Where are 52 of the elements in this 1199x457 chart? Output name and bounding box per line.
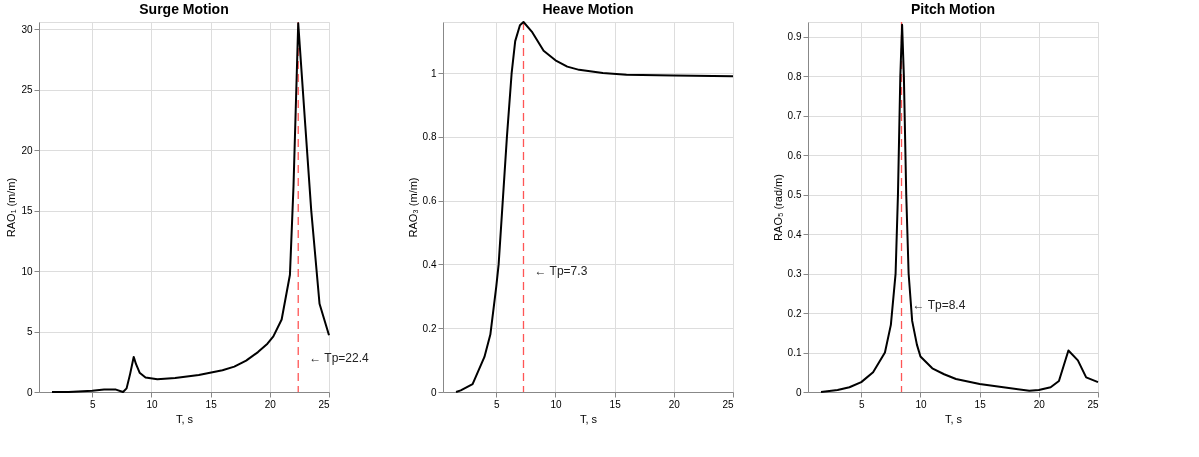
chart-title: Pitch Motion [911,1,995,18]
y-tick-label: 10 [21,265,33,277]
y-tick-label: 0.1 [787,347,802,359]
x-tick-label: 5 [858,398,865,410]
x-tick-label: 20 [668,398,681,410]
y-tick-label: 30 [21,23,33,35]
y-tick-label: 0.4 [787,228,802,240]
y-tick-label: 25 [21,84,33,96]
x-axis-title: T, s [175,412,194,425]
y-axis-title: RAO₅ (rad/m) [771,174,784,241]
x-axis-title: T, s [944,412,963,425]
y-tick-label: 0.9 [787,31,802,43]
y-tick-label: 1 [430,67,437,79]
x-tick-label: 10 [550,398,562,410]
chart-title: Heave Motion [542,1,634,17]
y-tick-label: 0 [26,386,33,398]
x-axis-title: T, s [579,412,598,425]
y-tick-label: 0.3 [787,268,802,280]
y-tick-label: 0.6 [422,195,437,207]
x-tick-label: 20 [1033,398,1046,410]
x-tick-label: 10 [146,398,158,410]
line-series [820,23,1099,393]
x-tick-label: 15 [974,398,987,410]
y-tick-label: 0.5 [787,189,802,201]
x-tick-label: 15 [609,398,622,410]
y-tick-label: 0.6 [787,149,802,161]
y-tick-label: 0.7 [787,110,802,122]
y-tick-label: 0.8 [787,70,802,82]
y-axis-title: RAO₃ (m/m) [406,177,419,238]
chart-title: Surge Motion [139,1,229,18]
x-tick-label: 10 [915,398,927,410]
annotation: ← Tp=8.4 [912,298,966,313]
y-axis-title: RAO₁ (m/m) [5,177,18,238]
x-tick-label: 25 [722,398,734,410]
x-tick-label: 5 [89,398,96,410]
x-tick-label: 15 [205,398,218,410]
y-tick-label: 0.8 [422,131,437,143]
y-tick-label: 0.2 [787,307,802,319]
x-tick-label: 25 [318,398,330,410]
y-tick-label: 0 [795,386,802,398]
y-tick-label: 0 [430,386,437,398]
annotation: ← Tp=7.3 [534,263,588,278]
y-tick-label: 0.2 [422,322,437,334]
x-tick-label: 5 [493,398,500,410]
x-tick-label: 25 [1087,398,1099,410]
y-tick-label: 20 [21,144,33,156]
line-series [455,21,734,393]
annotation: ← Tp=22.4 [309,351,370,366]
x-tick-label: 20 [264,398,277,410]
y-tick-label: 15 [21,205,33,217]
y-tick-label: 5 [26,326,33,338]
y-tick-label: 0.4 [422,258,437,270]
